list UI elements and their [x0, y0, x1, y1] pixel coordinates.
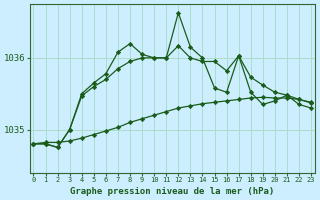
X-axis label: Graphe pression niveau de la mer (hPa): Graphe pression niveau de la mer (hPa)	[70, 187, 275, 196]
